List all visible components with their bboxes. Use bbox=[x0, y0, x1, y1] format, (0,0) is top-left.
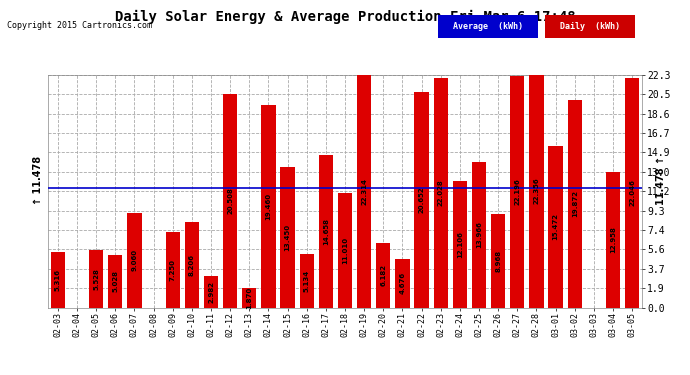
Text: 22.196: 22.196 bbox=[514, 178, 520, 205]
Bar bbox=[510, 76, 524, 308]
Text: 9.060: 9.060 bbox=[131, 249, 137, 272]
Bar bbox=[625, 78, 640, 308]
Text: ↑ 11.478: ↑ 11.478 bbox=[33, 155, 43, 205]
Text: 13.966: 13.966 bbox=[476, 221, 482, 248]
Bar bbox=[127, 213, 141, 308]
Text: 8.206: 8.206 bbox=[189, 254, 195, 276]
Text: 11.478 ↑: 11.478 ↑ bbox=[656, 155, 666, 205]
Bar bbox=[299, 254, 314, 308]
Text: 22.046: 22.046 bbox=[629, 179, 635, 206]
Bar bbox=[280, 167, 295, 308]
Bar bbox=[395, 259, 410, 308]
Bar bbox=[50, 252, 65, 308]
Bar bbox=[338, 193, 352, 308]
Text: 5.316: 5.316 bbox=[55, 269, 61, 291]
Bar bbox=[529, 74, 544, 307]
Text: 4.676: 4.676 bbox=[400, 272, 406, 294]
Text: 12.106: 12.106 bbox=[457, 231, 463, 258]
Text: 15.472: 15.472 bbox=[553, 213, 559, 240]
Bar bbox=[472, 162, 486, 308]
Text: 11.010: 11.010 bbox=[342, 237, 348, 264]
Bar bbox=[606, 172, 620, 308]
Bar bbox=[185, 222, 199, 308]
Bar bbox=[453, 181, 467, 308]
Text: 5.528: 5.528 bbox=[93, 268, 99, 290]
Text: 2.982: 2.982 bbox=[208, 281, 214, 303]
Text: 13.450: 13.450 bbox=[284, 224, 290, 251]
Text: 7.250: 7.250 bbox=[170, 259, 176, 281]
Text: Daily Solar Energy & Average Production Fri Mar 6 17:48: Daily Solar Energy & Average Production … bbox=[115, 9, 575, 24]
Bar bbox=[567, 100, 582, 308]
Text: 8.968: 8.968 bbox=[495, 250, 501, 272]
Text: Average  (kWh): Average (kWh) bbox=[453, 22, 523, 31]
Text: Daily  (kWh): Daily (kWh) bbox=[560, 22, 620, 31]
Bar bbox=[319, 154, 333, 308]
Bar bbox=[491, 214, 505, 308]
Bar bbox=[204, 276, 218, 308]
Bar bbox=[166, 232, 180, 308]
Bar bbox=[357, 75, 371, 307]
Text: Copyright 2015 Cartronics.com: Copyright 2015 Cartronics.com bbox=[7, 21, 152, 30]
Bar bbox=[108, 255, 123, 308]
Bar bbox=[415, 92, 428, 308]
Text: 14.658: 14.658 bbox=[323, 217, 329, 244]
Text: 20.652: 20.652 bbox=[419, 186, 424, 213]
Bar bbox=[89, 250, 104, 308]
Bar bbox=[242, 288, 257, 308]
Bar bbox=[433, 78, 448, 308]
Text: 22.356: 22.356 bbox=[533, 178, 540, 204]
Text: 22.314: 22.314 bbox=[361, 178, 367, 205]
Text: 6.182: 6.182 bbox=[380, 264, 386, 286]
Text: 20.508: 20.508 bbox=[227, 187, 233, 214]
Text: 5.134: 5.134 bbox=[304, 270, 310, 292]
Bar bbox=[262, 105, 275, 308]
Bar bbox=[549, 146, 563, 308]
Text: 19.872: 19.872 bbox=[572, 190, 578, 217]
Text: 22.028: 22.028 bbox=[437, 179, 444, 206]
Text: 19.460: 19.460 bbox=[266, 192, 271, 220]
Text: 1.870: 1.870 bbox=[246, 286, 253, 309]
Text: 12.958: 12.958 bbox=[610, 226, 616, 254]
Bar bbox=[376, 243, 391, 308]
Bar bbox=[223, 94, 237, 308]
Text: 5.028: 5.028 bbox=[112, 270, 118, 292]
